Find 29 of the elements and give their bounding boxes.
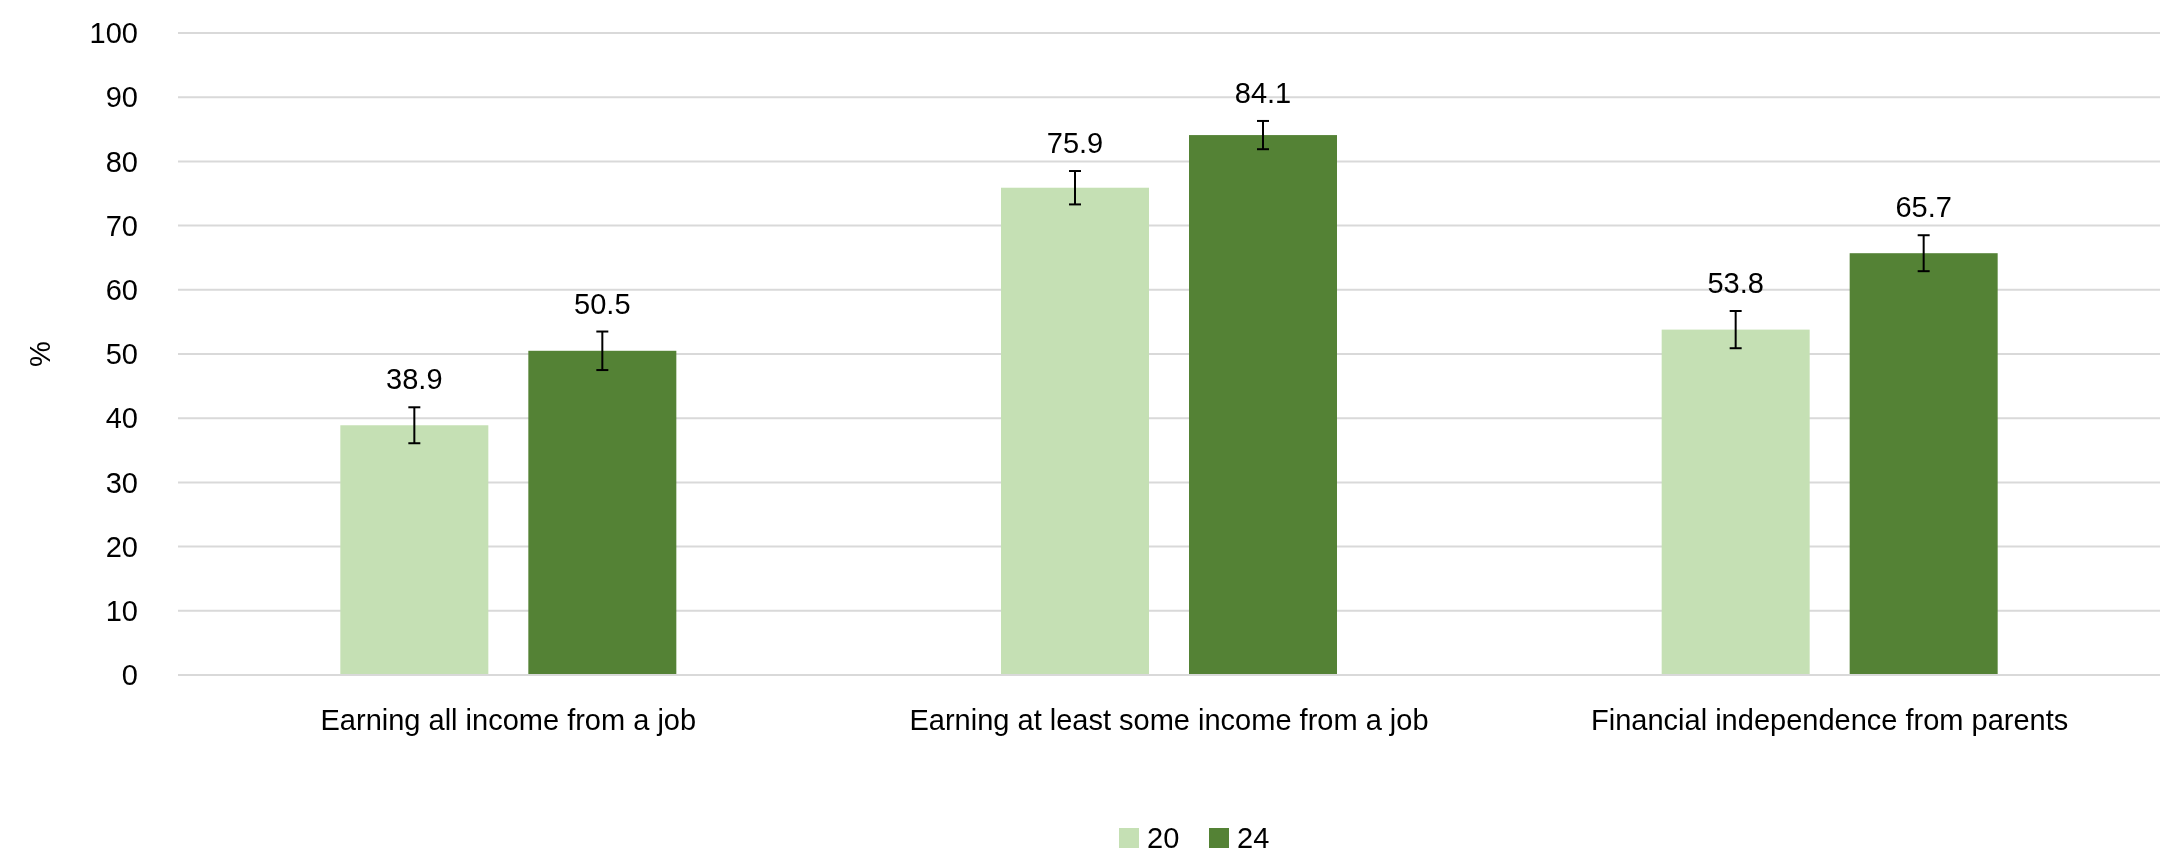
data-label: 50.5 [574,287,631,320]
data-label: 84.1 [1234,76,1292,109]
bar [1849,253,1998,675]
y-tick-label: 100 [89,17,138,50]
y-tick-label: 30 [105,466,138,499]
y-tick-label: 40 [105,402,138,435]
bar [1661,329,1810,675]
legend-label: 24 [1237,822,1270,855]
bar [1189,135,1337,675]
y-tick-label: 10 [105,594,138,627]
y-tick-label: 80 [105,145,138,178]
data-label: 75.9 [1046,127,1104,160]
y-tick-label: 50 [105,338,138,371]
y-tick-label: 20 [105,530,138,563]
data-label: 38.9 [386,363,443,396]
x-tick-label: Financial independence from parents [1591,704,2069,736]
x-tick-label: Earning all income from a job [320,704,697,736]
data-label: 65.7 [1895,191,1952,224]
y-tick-label: 90 [105,81,138,114]
y-axis-title: % [24,341,57,367]
y-tick-label: 70 [105,209,138,242]
bar [340,425,489,675]
bar [528,350,677,675]
y-tick-label: 0 [121,659,138,692]
bar [1001,187,1149,675]
x-tick-label: Earning at least some income from a job [909,704,1429,736]
legend-label: 20 [1147,822,1180,855]
y-tick-label: 60 [105,273,138,306]
data-label: 53.8 [1707,266,1764,299]
